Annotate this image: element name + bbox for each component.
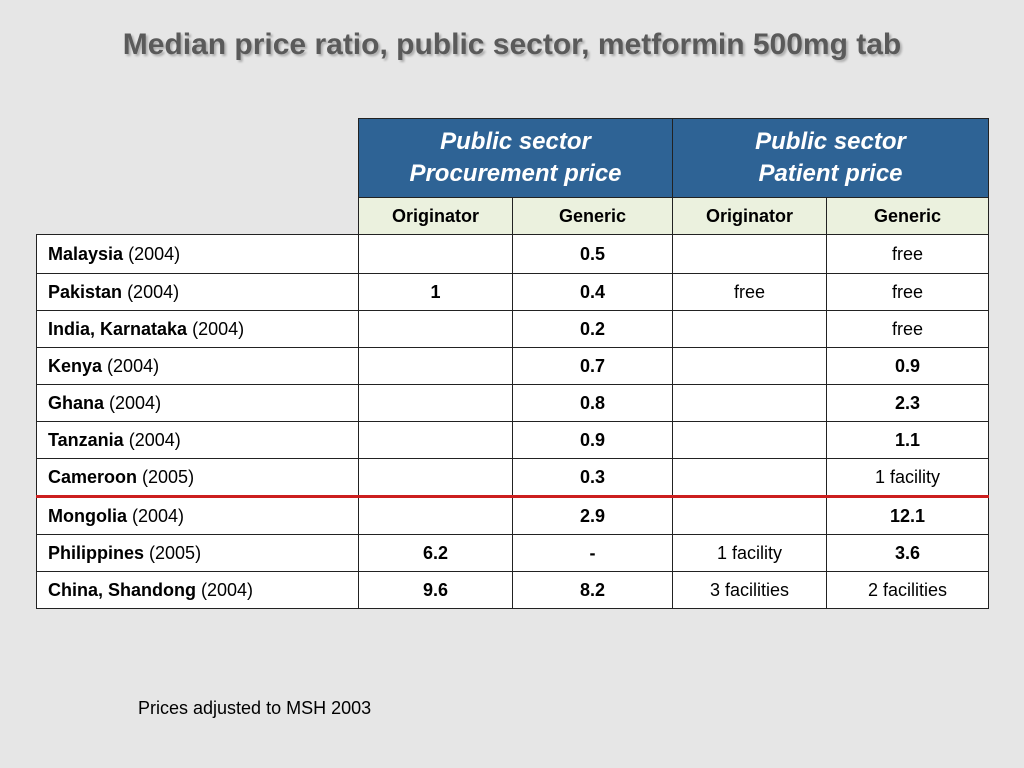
country-name: Cameroon	[48, 466, 138, 487]
price-table: Public sector Procurement price Public s…	[36, 118, 989, 609]
footnote: Prices adjusted to MSH 2003	[138, 698, 372, 718]
value-cell: 0.7	[512, 347, 673, 385]
value-cell: 12.1	[826, 496, 989, 535]
corner-blank-sub	[37, 198, 359, 235]
country-name: Mongolia	[48, 505, 127, 526]
header-procurement-line2: Procurement price	[409, 160, 622, 187]
value-cell	[672, 310, 827, 348]
country-name: Pakistan	[48, 281, 123, 302]
value-cell	[672, 234, 827, 274]
value-cell	[672, 458, 827, 498]
value-cell: 1 facility	[672, 534, 827, 572]
value-cell: 9.6	[358, 571, 513, 609]
value-cell: 2 facilities	[826, 571, 989, 609]
country-name: India, Karnataka	[48, 318, 188, 339]
value-cell	[672, 347, 827, 385]
survey-year: (2004)	[107, 355, 160, 376]
country-name: Kenya	[48, 355, 103, 376]
value-cell	[358, 347, 513, 385]
subheader-generic-procurement: Generic	[512, 197, 673, 235]
survey-year: (2004)	[132, 505, 185, 526]
value-cell: 2.9	[512, 496, 673, 535]
country-name: Ghana	[48, 392, 105, 413]
country-name: China, Shandong	[48, 579, 196, 600]
country-cell: Cameroon (2005)	[36, 458, 359, 498]
table-row: Malaysia (2004) 0.5 free	[36, 234, 989, 274]
value-cell: 0.2	[512, 310, 673, 348]
survey-year: (2005)	[142, 466, 195, 487]
table-row: Philippines (2005) 6.2-1 facility 3.6	[36, 534, 989, 572]
subheader-generic-patient: Generic	[826, 197, 989, 235]
corner-blank	[37, 119, 359, 198]
country-cell: Ghana (2004)	[36, 384, 359, 422]
header-procurement-line1: Public sector	[440, 128, 591, 155]
table-row: Tanzania (2004) 0.9 1.1	[36, 421, 989, 459]
header-patient-line2: Patient price	[758, 160, 903, 187]
country-cell: Kenya (2004)	[36, 347, 359, 385]
survey-year: (2004)	[128, 243, 181, 264]
value-cell: free	[826, 310, 989, 348]
value-cell: 0.9	[826, 347, 989, 385]
country-cell: Tanzania (2004)	[36, 421, 359, 459]
survey-year: (2005)	[149, 542, 202, 563]
value-cell: free	[826, 273, 989, 311]
survey-year: (2004)	[192, 318, 245, 339]
value-cell: 0.3	[512, 458, 673, 498]
header-patient-line1: Public sector	[755, 128, 906, 155]
value-cell: 0.8	[512, 384, 673, 422]
value-cell: -	[512, 534, 673, 572]
value-cell: 1.1	[826, 421, 989, 459]
subheader-originator-procurement: Originator	[358, 197, 513, 235]
header-patient-price: Public sector Patient price	[672, 118, 989, 198]
value-cell	[672, 496, 827, 535]
value-cell: free	[672, 273, 827, 311]
value-cell	[358, 496, 513, 535]
table-row: Ghana (2004) 0.8 2.3	[36, 384, 989, 422]
value-cell: 3.6	[826, 534, 989, 572]
survey-year: (2004)	[128, 429, 181, 450]
value-cell: 6.2	[358, 534, 513, 572]
value-cell: 2.3	[826, 384, 989, 422]
country-cell: Pakistan (2004)	[36, 273, 359, 311]
country-cell: India, Karnataka (2004)	[36, 310, 359, 348]
value-cell	[358, 421, 513, 459]
value-cell: 1	[358, 273, 513, 311]
value-cell: 8.2	[512, 571, 673, 609]
slide-title: Median price ratio, public sector, metfo…	[122, 28, 902, 61]
survey-year: (2004)	[201, 579, 254, 600]
country-name: Tanzania	[48, 429, 124, 450]
survey-year: (2004)	[127, 281, 180, 302]
table-row: Pakistan (2004) 1 0.4 free free	[36, 273, 989, 311]
value-cell: 3 facilities	[672, 571, 827, 609]
value-cell: 0.9	[512, 421, 673, 459]
table-row: Cameroon (2005) 0.3 1 facility	[36, 458, 989, 498]
subheader-originator-patient: Originator	[672, 197, 827, 235]
survey-year: (2004)	[109, 392, 162, 413]
country-cell: Philippines (2005)	[36, 534, 359, 572]
value-cell: 0.4	[512, 273, 673, 311]
table-body: Malaysia (2004) 0.5 free Pakistan (2004) 1 0.…	[36, 234, 989, 609]
header-procurement-price: Public sector Procurement price	[358, 118, 673, 198]
value-cell: free	[826, 234, 989, 274]
value-cell	[358, 384, 513, 422]
country-cell: Malaysia (2004)	[36, 234, 359, 274]
value-cell: 1 facility	[826, 458, 989, 498]
value-cell	[358, 310, 513, 348]
value-cell	[672, 421, 827, 459]
value-cell	[358, 458, 513, 498]
value-cell: 0.5	[512, 234, 673, 274]
table-row: Mongolia (2004) 2.9 12.1	[36, 496, 989, 535]
table-row: China, Shandong (2004) 9.6 8.2 3 facilities…	[36, 571, 989, 609]
country-name: Malaysia	[48, 243, 124, 264]
table-row: India, Karnataka (2004) 0.2 free	[36, 310, 989, 348]
value-cell	[358, 234, 513, 274]
country-cell: China, Shandong (2004)	[36, 571, 359, 609]
value-cell	[672, 384, 827, 422]
table-row: Kenya (2004) 0.7 0.9	[36, 347, 989, 385]
country-cell: Mongolia (2004)	[36, 496, 359, 535]
country-name: Philippines	[48, 542, 145, 563]
